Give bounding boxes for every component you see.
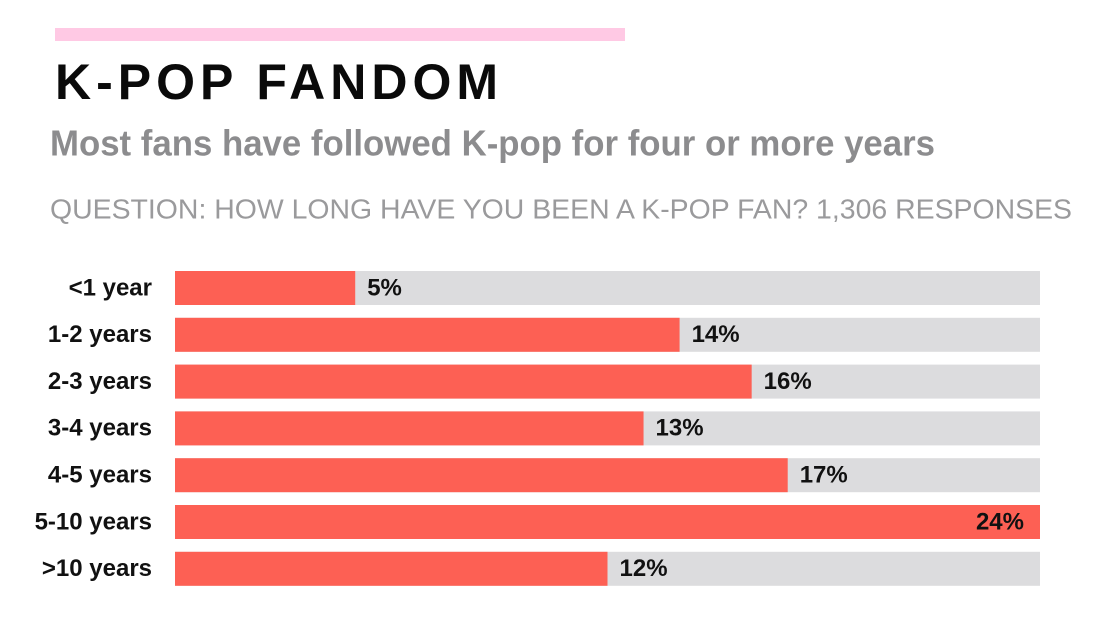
category-label: 4-5 years (48, 462, 152, 489)
accent-bar (55, 28, 625, 41)
category-label: 2-3 years (48, 368, 152, 395)
category-label: 3-4 years (48, 415, 152, 442)
bar (175, 317, 680, 352)
chart-title: K-POP FANDOM (55, 54, 503, 110)
bar (175, 271, 356, 305)
category-label: 5-10 years (35, 508, 152, 535)
value-label: 24% (976, 508, 1024, 535)
value-label: 16% (764, 368, 812, 395)
value-label: 17% (800, 462, 848, 489)
value-label: 14% (692, 321, 740, 348)
bar (175, 505, 1040, 539)
bar (175, 551, 608, 586)
category-label: <1 year (69, 274, 152, 301)
category-label: 1-2 years (48, 321, 152, 348)
bar (175, 458, 788, 493)
value-label: 13% (656, 415, 704, 442)
bar (175, 411, 644, 446)
bar (175, 364, 752, 399)
value-label: 5% (367, 274, 402, 301)
chart-subtitle: Most fans have followed K-pop for four o… (50, 123, 935, 164)
value-label: 12% (620, 555, 668, 582)
chart-question: QUESTION: HOW LONG HAVE YOU BEEN A K-POP… (50, 193, 1072, 224)
category-label: >10 years (42, 555, 152, 582)
